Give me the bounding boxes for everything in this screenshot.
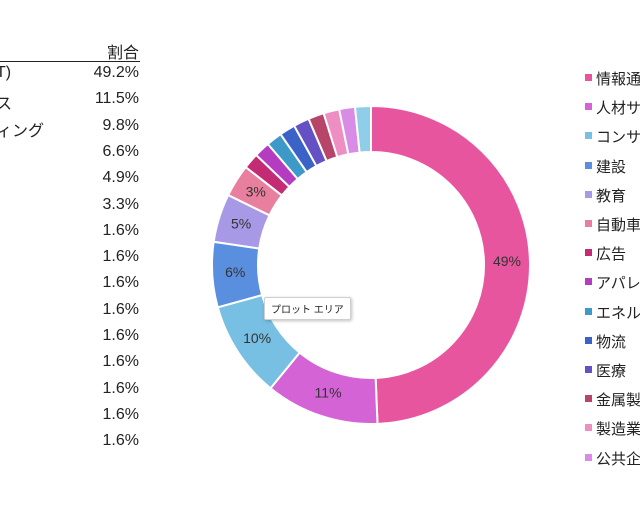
legend-swatch xyxy=(585,103,592,111)
legend-label: 製造業 xyxy=(596,421,640,439)
legend-swatch xyxy=(585,336,592,344)
slice-data-label: 6% xyxy=(225,264,245,280)
table-row: 1.6% xyxy=(0,327,140,347)
legend-label: エネル xyxy=(596,304,640,322)
share-table: 割合 T) 49.2% ス 11.5% ィング 9.8% 6.6% 4.9% 3.3% 1.6% 1… xyxy=(0,0,140,527)
table-cell-share: 4.9% xyxy=(102,169,139,187)
table-row: 1.6% xyxy=(0,274,140,294)
table-row: 1.6% xyxy=(0,353,140,373)
table-cell-share: 9.8% xyxy=(102,116,139,134)
legend-swatch xyxy=(585,132,592,140)
legend-label: 教育 xyxy=(596,187,627,205)
table-row: 1.6% xyxy=(0,222,140,242)
slice-data-label: 11% xyxy=(315,385,342,401)
legend-label: 物流 xyxy=(596,333,627,351)
table-cell-share: 1.6% xyxy=(102,432,139,450)
table-row: ス 11.5% xyxy=(0,90,140,113)
legend-label: 情報通 xyxy=(596,71,640,88)
legend-swatch xyxy=(585,249,592,257)
table-row: T) 49.2% xyxy=(0,64,140,84)
legend-swatch xyxy=(585,161,592,169)
chart-legend[interactable]: 情報通人材サコンサ建設教育自動車広告アパレエネル物流医療金属製製造業公共企 xyxy=(584,0,640,527)
table-row: 1.6% xyxy=(0,406,140,426)
legend-swatch xyxy=(585,424,592,432)
table-row: 3.3% xyxy=(0,196,140,216)
legend-swatch xyxy=(585,307,592,315)
legend-label: 公共企 xyxy=(596,450,640,468)
legend-swatch xyxy=(585,278,592,286)
table-row: 4.9% xyxy=(0,169,140,189)
legend-label: 人材サ xyxy=(596,100,640,118)
table-row: 1.6% xyxy=(0,432,140,452)
table-cell-share: 1.6% xyxy=(102,221,139,239)
table-cell-share: 49.2% xyxy=(93,64,139,81)
legend-label: アパレ xyxy=(596,275,640,293)
slice-data-label: 5% xyxy=(231,215,251,231)
donut-slice[interactable] xyxy=(353,104,372,154)
legend-label: 医療 xyxy=(596,363,627,380)
table-cell-share: 1.6% xyxy=(102,327,139,344)
table-row: 1.6% xyxy=(0,380,140,400)
slice-data-label: 3% xyxy=(246,184,266,200)
legend-label: 金属製 xyxy=(596,392,640,410)
plot-area-tooltip: プロット エリア xyxy=(264,297,351,320)
legend-swatch xyxy=(585,220,592,227)
slice-data-label: 10% xyxy=(243,330,271,346)
table-cell-share: 11.5% xyxy=(94,90,139,108)
share-column-header: 割合 xyxy=(106,45,139,62)
table-row: 1.6% xyxy=(0,301,140,321)
table-row: 1.6% xyxy=(0,248,140,268)
table-cell-share: 1.6% xyxy=(102,248,139,266)
legend-swatch xyxy=(585,395,592,403)
table-cell-share: 1.6% xyxy=(102,300,139,318)
legend-swatch xyxy=(585,366,592,373)
table-cell-share: 6.6% xyxy=(102,142,139,160)
legend-label: 広告 xyxy=(596,246,627,264)
legend-label: 建設 xyxy=(596,158,627,176)
legend-label: 自動車 xyxy=(596,217,640,234)
table-row: ィング 9.8% xyxy=(0,116,140,140)
table-header: 割合 xyxy=(0,37,140,62)
table-cell-share: 1.6% xyxy=(102,379,139,397)
donut-slice[interactable] xyxy=(370,104,531,425)
table-row: 6.6% xyxy=(0,143,140,163)
table-cell-share: 1.6% xyxy=(102,274,139,292)
table-cell-category: T) xyxy=(0,64,12,81)
legend-swatch xyxy=(585,74,592,81)
table-cell-share: 3.3% xyxy=(102,195,139,213)
legend-label: コンサ xyxy=(596,129,640,147)
table-cell-share: 1.6% xyxy=(102,405,139,423)
slice-data-label: 49% xyxy=(493,253,521,269)
legend-swatch xyxy=(585,190,592,198)
table-cell-share: 1.6% xyxy=(102,353,139,371)
legend-swatch xyxy=(585,453,592,461)
table-cell-category: ィング xyxy=(0,122,45,140)
table-cell-category: ス xyxy=(0,96,13,114)
